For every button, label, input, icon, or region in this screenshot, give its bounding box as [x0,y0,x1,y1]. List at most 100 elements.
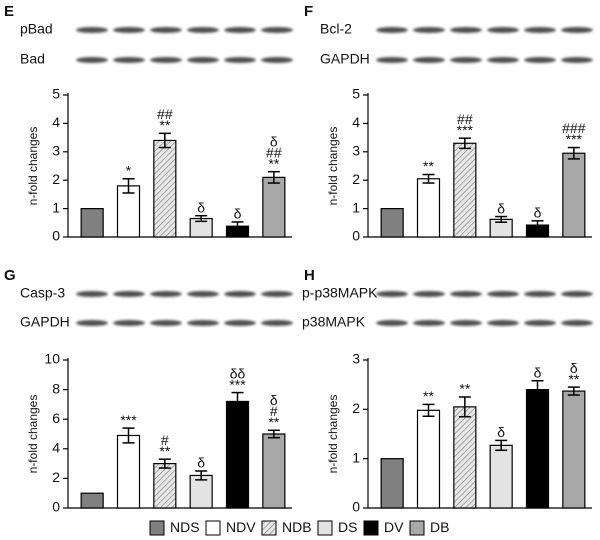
blot-band [224,291,256,297]
blot-band [376,57,408,63]
significance-mark: δδ [230,365,246,381]
significance-mark: *** [457,122,474,138]
significance-mark: ** [159,117,170,133]
blot-label: p38MAPK [302,314,366,330]
blot-band [187,291,219,297]
blot-band [450,291,482,297]
y-tick-label: 0 [352,499,360,515]
y-tick-label: 2 [52,171,60,187]
y-tick-label: 1 [352,199,360,215]
bar [380,458,404,509]
blot-band [524,291,556,297]
bar [116,434,141,509]
error-bar [422,173,435,184]
error-bar [122,178,135,194]
legend-label: DS [338,519,357,535]
y-tick-label: 4 [52,114,60,130]
error-bar [458,137,471,150]
bar [562,390,586,509]
significance-mark: * [126,162,132,178]
significance-mark: # [270,403,278,419]
blot-band [76,57,108,63]
blot-label: GAPDH [20,314,70,330]
blot-band [376,27,408,33]
error-bar [122,427,135,444]
blot-band [413,57,445,63]
blot-band [113,320,145,326]
blot-band [413,27,445,33]
y-tick-label: 4 [352,114,360,130]
significance-mark: ## [266,144,282,160]
error-bar [567,386,580,396]
error-bar [158,458,171,469]
error-bar [422,403,435,417]
blot-band [150,291,182,297]
blot-label: Casp-3 [20,285,65,301]
blot-band [113,57,145,63]
significance-mark: δ [497,424,505,440]
significance-mark: δ [234,206,242,222]
error-bar [458,396,471,418]
significance-mark: δ [197,455,205,471]
significance-mark: δ [534,205,542,221]
significance-mark: δ [197,199,205,215]
error-bar [495,215,508,223]
legend-swatch [205,520,221,536]
blot-band [113,27,145,33]
bar [453,406,477,509]
significance-mark: *** [566,131,583,147]
significance-mark: ### [562,120,586,136]
blot-band [487,291,519,297]
error-bar [495,439,508,452]
blot-band [450,320,482,326]
panel-letter: G [4,267,16,284]
legend-swatch [317,520,333,536]
legend-swatch [149,520,165,536]
y-tick-label: 5 [52,86,60,102]
blot-band [150,320,182,326]
panel-letter: F [304,3,313,20]
blot-label: Bad [20,51,45,67]
significance-mark: δ [270,133,278,149]
blot-band [261,320,293,326]
error-bar [195,214,208,223]
significance-mark: ** [268,414,279,430]
blot-label: GAPDH [320,51,370,67]
error-bar [195,470,208,481]
significance-mark: ** [459,381,470,397]
legend-label: NDS [170,519,200,535]
blot-band [524,320,556,326]
bar [153,463,177,509]
panel-letter: E [4,3,14,20]
blot-band [76,291,108,297]
y-tick-label: 1 [52,199,60,215]
y-tick-label: 5 [352,86,360,102]
bar [416,409,441,509]
y-tick-label: 3 [352,143,360,159]
significance-mark: # [161,432,169,448]
significance-mark: ** [568,371,579,387]
blot-band [224,57,256,63]
blot-band [150,27,182,33]
blot-band [224,27,256,33]
blot-band [487,27,519,33]
blot-band [561,320,593,326]
significance-mark: δ [570,360,578,376]
y-axis-label: n-fold changes [26,127,40,206]
y-tick-label: 2 [352,171,360,187]
bar [225,400,250,509]
bar [525,389,550,509]
y-tick-label: 2 [52,469,60,485]
blot-band [524,27,556,33]
blot-band [561,57,593,63]
blot-band [261,291,293,297]
legend-swatch [363,520,379,536]
bar [262,433,286,509]
error-bar [231,221,244,232]
blot-band [413,291,445,297]
legend-label: NDV [226,519,256,535]
bar [80,492,104,509]
significance-mark: ** [423,388,434,404]
significance-mark: ## [157,106,173,122]
panel-letter: H [304,267,315,284]
